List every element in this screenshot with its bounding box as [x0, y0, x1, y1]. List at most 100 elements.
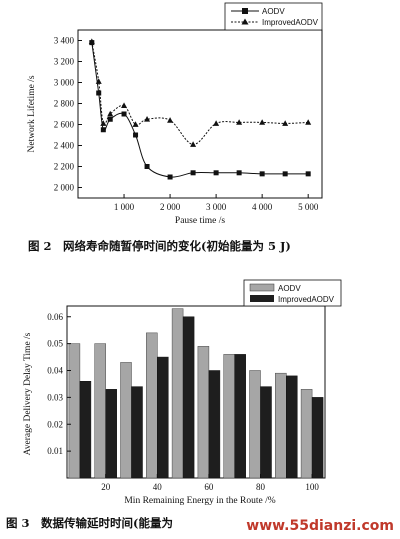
figure-2-caption: 图 2 网络寿命随暂停时间的变化(初始能量为 5 J): [28, 239, 291, 253]
data-point-improvedaodv: [305, 119, 312, 125]
y-axis-title: Network Lifetime /s: [26, 75, 37, 152]
bar-aodv: [275, 372, 287, 479]
y-tick-label: 0.02: [47, 419, 63, 429]
legend-box: [224, 2, 323, 31]
data-point-aodv: [100, 127, 106, 133]
x-tick-label: 60: [204, 482, 214, 492]
legend: AODV ImprovedAODV: [243, 279, 342, 307]
y-tick-label: 2 400: [54, 141, 75, 151]
data-point-aodv: [167, 174, 173, 180]
x-axis-title: Min Remaining Energy in the Route /%: [124, 496, 275, 506]
bar-chart: 0.01 0.02 0.03 0.04 0.05 0.06 20 40 60 80 100 Min…: [23, 279, 342, 506]
y-axis-ticks: 0.01 0.02 0.03 0.04 0.05 0.06: [47, 312, 71, 456]
data-point-improvedaodv: [88, 38, 95, 44]
bar-aodv: [68, 343, 81, 479]
x-tick-label: 2 000: [160, 202, 181, 212]
y-tick-label: 2 600: [54, 120, 75, 130]
data-point-aodv: [190, 170, 196, 176]
legend: AODV ImprovedAODV: [224, 2, 323, 31]
plot-area-frame: [77, 29, 323, 199]
y-tick-label: 0.01: [47, 446, 63, 456]
series-line-improvedaodv: [91, 41, 309, 145]
data-point-aodv: [213, 170, 219, 176]
data-point-aodv: [236, 170, 242, 176]
data-point-aodv: [259, 171, 265, 177]
bar-aodv: [94, 343, 106, 479]
y-tick-label: 2 200: [54, 162, 75, 172]
plot-area-frame: [66, 305, 326, 479]
y-tick-label: 0.05: [47, 339, 63, 349]
figure-3-caption: 图 3 数据传输延时时间(能量为: [6, 516, 173, 530]
data-point-improvedaodv: [167, 117, 174, 123]
bar-improvedaodv: [311, 397, 324, 479]
x-tick-label: 1 000: [114, 202, 135, 212]
data-point-improvedaodv: [282, 120, 289, 126]
y-tick-label: 2 800: [54, 99, 75, 109]
data-point-improvedaodv: [144, 116, 151, 122]
y-axis-title: Average Delivery Delay Time /s: [23, 332, 33, 455]
data-point-aodv: [144, 164, 150, 169]
bar-improvedaodv: [234, 354, 246, 479]
x-tick-label: 3 000: [206, 202, 227, 212]
line-chart: 2 000 2 200 2 400 2 600 2 800 3 000 3 200 3 400…: [26, 2, 323, 226]
y-tick-label: 0.06: [47, 312, 63, 322]
bar-improvedaodv: [286, 375, 298, 479]
x-tick-label: 40: [153, 482, 163, 492]
y-tick-label: 3 400: [54, 36, 75, 46]
data-point-improvedaodv: [132, 121, 139, 127]
data-point-aodv: [96, 90, 102, 96]
x-axis-ticks: 1 000 2 000 3 000 4 000 5 000: [114, 194, 319, 212]
bar-aodv: [171, 308, 184, 479]
bar-improvedaodv: [182, 316, 195, 479]
data-point-aodv: [121, 111, 127, 117]
watermark: www.55dianzi.com: [246, 518, 394, 534]
x-axis-ticks: 20 40 60 80 100: [101, 474, 319, 492]
legend-triangle-marker: [241, 18, 249, 25]
x-tick-label: 4 000: [252, 202, 273, 212]
data-point-aodv: [107, 116, 113, 122]
data-point-aodv: [305, 171, 311, 177]
bar-improvedaodv: [131, 386, 143, 479]
data-point-improvedaodv: [107, 110, 114, 117]
bar-aodv: [146, 332, 158, 479]
x-axis-title: Pause time /s: [175, 216, 225, 226]
y-tick-label: 0.04: [47, 366, 63, 376]
legend-label-aodv: AODV: [278, 284, 301, 293]
legend-label-improved: ImprovedAODV: [278, 295, 335, 304]
series-line-aodv: [91, 42, 309, 178]
y-tick-label: 3 200: [54, 57, 75, 67]
data-point-improvedaodv: [95, 78, 102, 84]
bar-improvedaodv: [105, 389, 117, 479]
x-tick-label: 20: [101, 482, 111, 492]
data-point-improvedaodv: [236, 119, 243, 125]
bar-aodv: [300, 389, 313, 479]
bar-improvedaodv: [260, 386, 272, 479]
data-point-aodv: [133, 132, 139, 138]
legend-square-marker: [242, 8, 248, 14]
y-tick-label: 3 000: [54, 78, 75, 88]
data-point-improvedaodv: [213, 120, 220, 126]
x-tick-label: 100: [305, 482, 319, 492]
data-point-improvedaodv: [259, 119, 266, 125]
data-point-improvedaodv: [190, 141, 197, 147]
y-axis-ticks: 2 000 2 200 2 400 2 600 2 800 3 000 3 200 3 400: [54, 36, 82, 193]
bar-aodv: [249, 370, 261, 479]
legend-swatch-improved: [250, 295, 274, 302]
bar-aodv: [120, 362, 132, 479]
legend-label-improved: ImprovedAODV: [262, 18, 319, 27]
data-point-improvedaodv: [100, 120, 107, 126]
bar-improvedaodv: [208, 370, 221, 479]
data-point-aodv: [282, 171, 288, 177]
bar-aodv: [197, 346, 210, 479]
data-point-improvedaodv: [121, 102, 128, 108]
bar-aodv: [223, 354, 235, 479]
x-tick-label: 5 000: [298, 202, 319, 212]
bar-improvedaodv: [79, 381, 92, 479]
legend-swatch-aodv: [249, 283, 275, 292]
y-tick-label: 2 000: [54, 183, 75, 193]
y-tick-label: 0.03: [47, 392, 63, 402]
bar-improvedaodv: [157, 356, 169, 479]
legend-label-aodv: AODV: [262, 7, 285, 16]
